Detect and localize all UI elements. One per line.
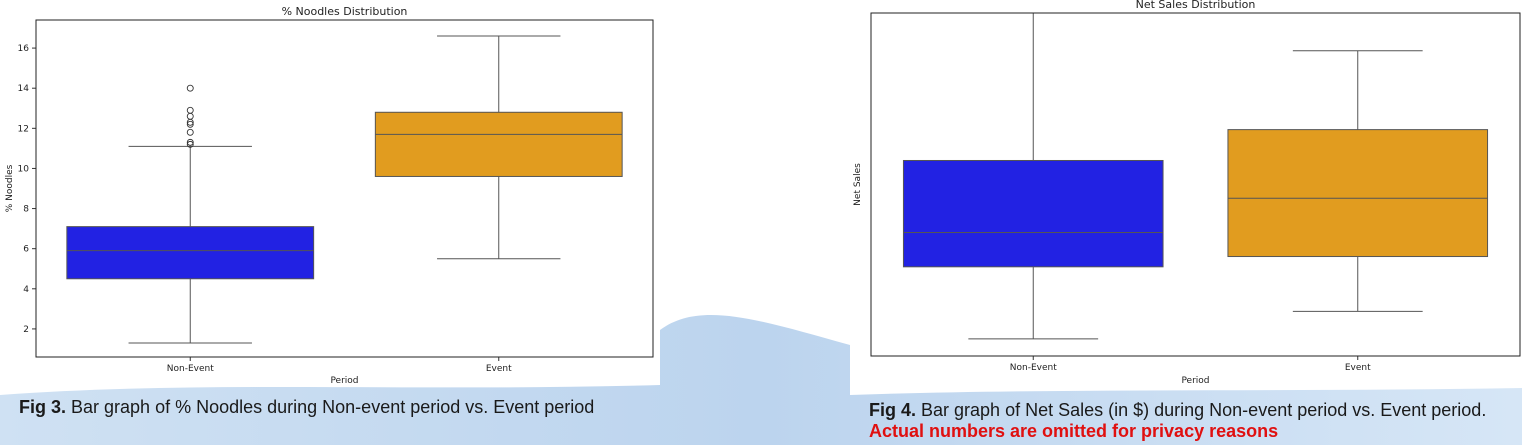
plot-frame: [870, 12, 1521, 357]
outlier-point: [186, 128, 194, 136]
box-iqr: [374, 111, 623, 177]
y-tick-label: 14: [18, 84, 30, 94]
outlier-point: [186, 106, 194, 114]
x-tick-label: Event: [486, 364, 512, 374]
box-iqr: [902, 159, 1164, 268]
netsales-boxplot-chart: Net Sales Distribution Net Sales Period Non…: [853, 0, 1521, 386]
y-tick-label: 12: [18, 124, 29, 134]
caption-text: Bar graph of Net Sales (in $) during Non…: [916, 400, 1487, 420]
x-tick-label: Non-Event: [167, 364, 214, 374]
box-event: [374, 35, 623, 260]
x-tick-label: Event: [1345, 363, 1371, 373]
chart-noodles-panel: % Noodles Distribution % Noodles Period 2 4 6…: [0, 0, 660, 392]
y-tick-label: 10: [18, 164, 30, 174]
box-non-event: [66, 84, 315, 344]
x-tick-label: Non-Event: [1010, 363, 1057, 373]
y-tick-label: 16: [18, 44, 30, 54]
outlier-point: [186, 112, 194, 120]
outlier-point: [186, 120, 194, 128]
plot-frame: [35, 19, 654, 358]
outlier-point: [186, 84, 194, 92]
figure-caption-3: Fig 3. Bar graph of % Noodles during Non…: [19, 397, 659, 418]
box-non-event: [902, 12, 1164, 340]
caption-text: Bar graph of % Noodles during Non-event …: [66, 397, 595, 417]
chart-title: Net Sales Distribution: [1136, 0, 1256, 11]
caption-label: Fig 4.: [869, 400, 917, 420]
x-axis-label: Period: [1181, 376, 1209, 386]
y-axis-label: Net Sales: [853, 163, 863, 206]
box-event: [1227, 50, 1489, 312]
chart-netsales-panel: Net Sales Distribution Net Sales Period Non…: [850, 0, 1522, 392]
y-tick-label: 8: [23, 205, 29, 215]
caption-label: Fig 3.: [19, 397, 67, 417]
outlier-point: [186, 138, 194, 146]
outlier-point: [186, 140, 194, 148]
y-tick-label: 6: [23, 245, 29, 255]
y-tick-label: 4: [23, 285, 29, 295]
noodles-boxplot-chart: % Noodles Distribution % Noodles Period 2 4 6…: [5, 5, 654, 386]
chart-title: % Noodles Distribution: [282, 5, 408, 18]
box-iqr: [66, 226, 315, 280]
y-tick-label: 2: [23, 325, 29, 335]
y-axis-label: % Noodles: [5, 164, 15, 212]
box-iqr: [1227, 129, 1489, 258]
privacy-note: Actual numbers are omitted for privacy r…: [869, 421, 1279, 441]
x-axis-label: Period: [330, 376, 358, 386]
figure-caption-4: Fig 4. Bar graph of Net Sales (in $) dur…: [869, 400, 1514, 442]
